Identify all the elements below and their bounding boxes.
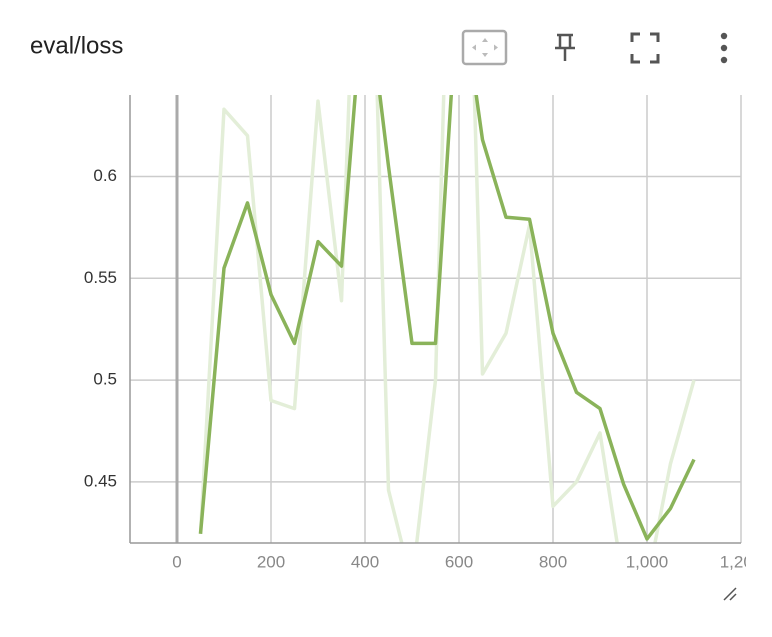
resize-handle[interactable] (723, 587, 737, 601)
x-tick-label: 1,000 (626, 552, 669, 571)
more-button[interactable] (720, 32, 728, 64)
x-tick-label: 1,200 (720, 552, 763, 571)
x-tick-label: 0 (172, 552, 181, 571)
y-tick-label: 0.55 (84, 268, 117, 287)
x-tick-label: 400 (351, 552, 379, 571)
chart-title: eval/loss (30, 32, 123, 59)
y-tick-label: 0.5 (93, 370, 117, 389)
plot-area (130, 95, 742, 543)
pin-button[interactable] (555, 33, 575, 61)
series-lines (198, 95, 696, 543)
series-line (198, 95, 696, 541)
y-tick-label: 0.6 (93, 166, 117, 185)
series-line (198, 95, 696, 543)
x-tick-labels: 0 200 400 600 800 1,000 1,200 (172, 552, 763, 571)
x-tick-label: 800 (539, 552, 567, 571)
y-tick-label: 0.45 (84, 471, 117, 490)
fullscreen-button[interactable] (630, 32, 660, 64)
fit-domain-button[interactable] (461, 29, 508, 66)
x-tick-label: 600 (445, 552, 473, 571)
x-tick-label: 200 (257, 552, 285, 571)
